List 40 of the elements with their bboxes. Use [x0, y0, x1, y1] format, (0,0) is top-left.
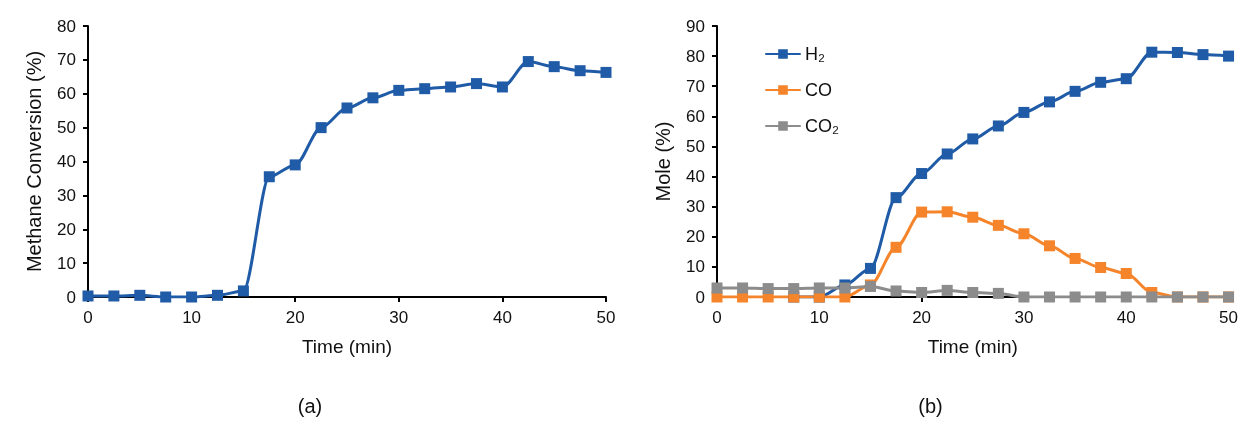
- y-tick-label: 70: [57, 50, 76, 70]
- y-tick-label: 90: [686, 16, 705, 36]
- y-tick-label: 60: [57, 84, 76, 104]
- y-tick-label: 20: [686, 227, 705, 247]
- y-tick-label: 50: [686, 136, 705, 156]
- x-tick-label: 30: [389, 308, 409, 327]
- x-tick-label: 50: [1219, 308, 1239, 327]
- legend-label: H₂: [805, 44, 825, 64]
- text: (a): [297, 395, 323, 417]
- x-tick-label: 0: [83, 308, 93, 327]
- x-axis-title: Time (min): [301, 336, 393, 357]
- y-tick-label: 0: [66, 287, 76, 307]
- x-tick-label: 0: [712, 308, 722, 327]
- y-tick-label: 60: [686, 106, 705, 126]
- x-axis-title: Time (min): [927, 336, 1018, 357]
- y-tick-label: 80: [57, 16, 76, 36]
- y-tick-label: 80: [686, 46, 705, 66]
- x-tick-label: 10: [182, 308, 202, 327]
- x-tick-label: 20: [912, 308, 932, 327]
- x-tick-label: 20: [285, 308, 305, 327]
- y-axis-title: Methane Conversion (%): [23, 50, 45, 273]
- y-tick-label: 30: [57, 185, 76, 205]
- x-tick-label: 50: [596, 308, 616, 327]
- legend-label: CO: [805, 80, 832, 100]
- y-tick-label: 10: [686, 257, 705, 277]
- text: (b): [918, 395, 943, 417]
- y-tick-label: 40: [57, 152, 76, 171]
- y-tick-label: 30: [686, 197, 705, 217]
- x-tick-label: 40: [492, 308, 512, 327]
- x-tick-label: 30: [1014, 308, 1034, 327]
- y-tick-label: 70: [686, 76, 705, 96]
- y-axis-title: Mole (%): [652, 121, 674, 202]
- x-tick-label: 40: [1116, 308, 1136, 327]
- y-tick-label: 10: [57, 253, 76, 273]
- x-tick-label: 10: [809, 308, 829, 327]
- legend-label: CO₂: [805, 116, 839, 136]
- y-tick-label: 0: [695, 287, 705, 307]
- y-tick-label: 40: [686, 167, 705, 187]
- y-tick-label: 20: [57, 219, 76, 239]
- y-tick-label: 50: [57, 118, 76, 138]
